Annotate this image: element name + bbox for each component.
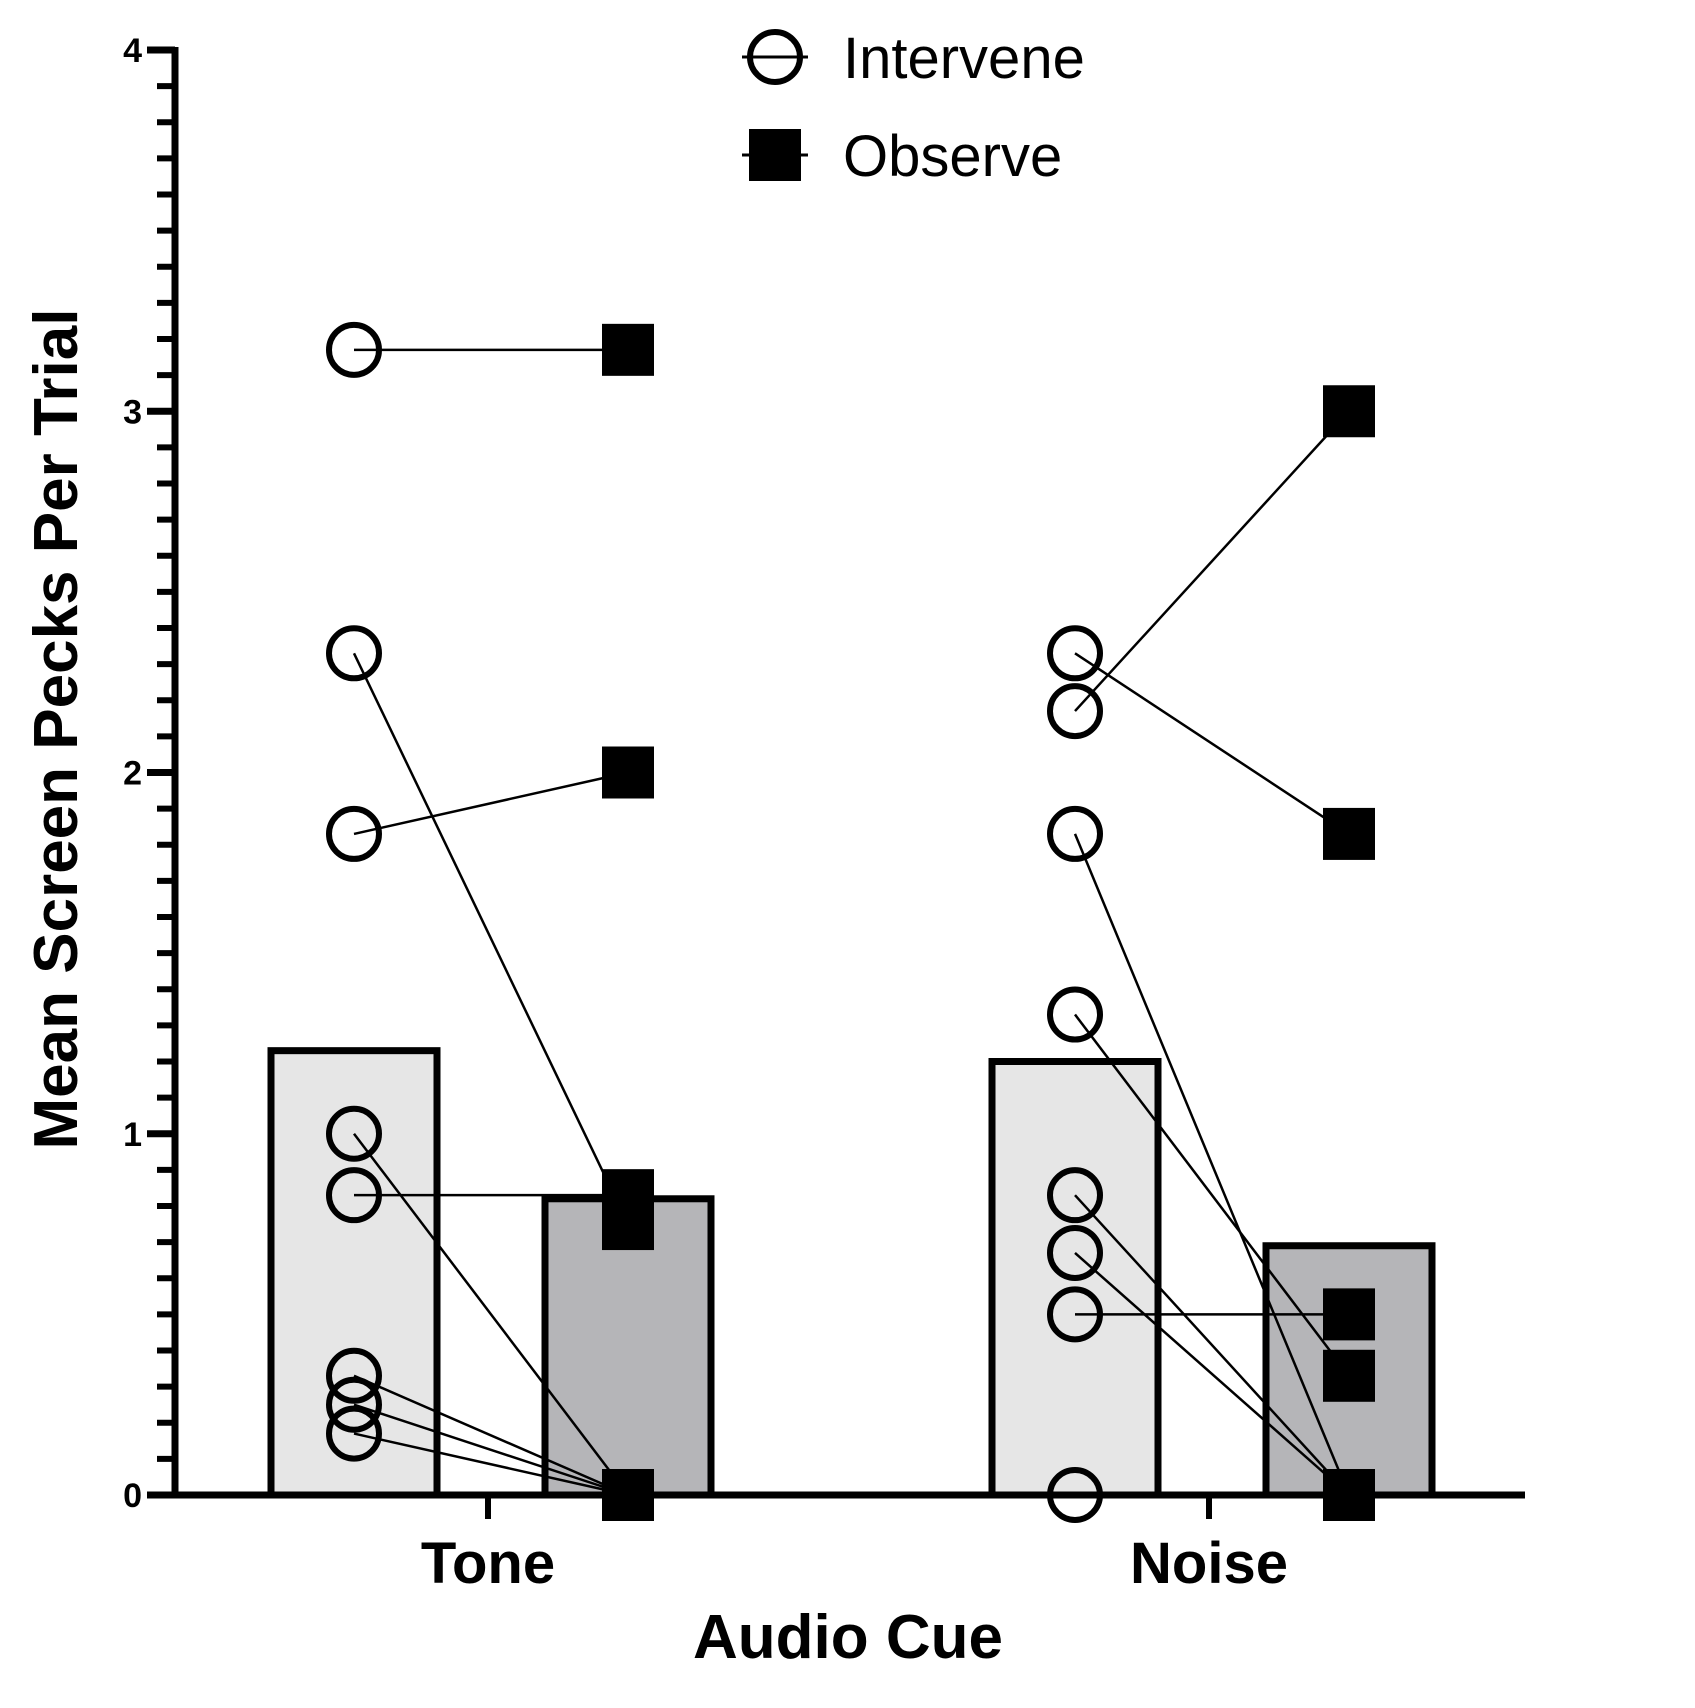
point-intervene-tone-5	[326, 1347, 382, 1404]
y-tick-label-3: 3	[123, 393, 142, 431]
point-intervene-noise-0	[1047, 625, 1103, 682]
legend-marker-observe	[749, 129, 801, 181]
point-intervene-tone-1	[326, 625, 382, 682]
point-observe-noise-0	[1323, 807, 1375, 860]
y-tick-label-2: 2	[123, 755, 142, 793]
point-observe-tone-2	[602, 746, 654, 799]
point-intervene-tone-2	[326, 805, 382, 862]
pair-line-noise-1	[1074, 410, 1350, 712]
points-layer	[326, 321, 1375, 1523]
legend-label-observe: Observe	[843, 124, 1062, 189]
y-tick-label-0: 0	[123, 1477, 142, 1515]
point-intervene-tone-4	[326, 1167, 382, 1224]
pair-line-tone-1	[352, 652, 630, 1225]
x-tick-label-tone: Tone	[421, 1531, 555, 1596]
pair-line-noise-2	[1073, 833, 1351, 1496]
pair-line-tone-2	[353, 771, 629, 836]
point-intervene-noise-3	[1047, 986, 1103, 1043]
legend-marker-intervene	[747, 29, 803, 85]
legend-item-observe: Observe	[742, 124, 1062, 189]
x-axis-title: Audio Cue	[693, 1603, 1003, 1672]
legend-label-intervene: Intervene	[843, 26, 1085, 91]
axes-layer: Tone Noise 0 1 2 3 4	[123, 32, 1525, 1596]
pair-lines-layer	[352, 348, 1351, 1497]
bar-intervene-tone	[267, 1047, 441, 1499]
point-observe-tone-4	[602, 1169, 654, 1222]
pair-line-tone-5	[353, 1374, 629, 1497]
x-tick-label-noise: Noise	[1130, 1531, 1288, 1596]
point-observe-noise-6	[1323, 1288, 1375, 1341]
y-tick-label-4: 4	[123, 32, 142, 70]
pair-line-tone-7	[353, 1432, 629, 1497]
point-intervene-noise-6	[1047, 1286, 1103, 1343]
pair-line-noise-4	[1074, 1194, 1350, 1496]
point-intervene-tone-7	[326, 1405, 382, 1462]
point-intervene-tone-0	[326, 321, 382, 378]
legend-item-intervene: Intervene	[742, 26, 1085, 91]
pair-line-tone-6	[353, 1403, 629, 1497]
point-intervene-tone-3	[326, 1105, 382, 1162]
point-observe-noise-3	[1323, 1349, 1375, 1402]
pair-line-noise-0	[1074, 652, 1350, 835]
legend: Intervene Observe	[742, 26, 1085, 189]
point-intervene-noise-2	[1047, 805, 1103, 862]
y-tick-label-1: 1	[123, 1116, 142, 1154]
point-intervene-tone-6	[326, 1376, 382, 1433]
point-intervene-noise-1	[1047, 683, 1103, 740]
point-observe-noise-1	[1323, 385, 1375, 438]
pair-line-noise-5	[1074, 1252, 1350, 1496]
point-intervene-noise-5	[1047, 1224, 1103, 1281]
y-axis-title: Mean Screen Pecks Per Trial	[22, 309, 91, 1150]
point-intervene-noise-4	[1047, 1167, 1103, 1224]
point-observe-tone-0	[602, 323, 654, 376]
